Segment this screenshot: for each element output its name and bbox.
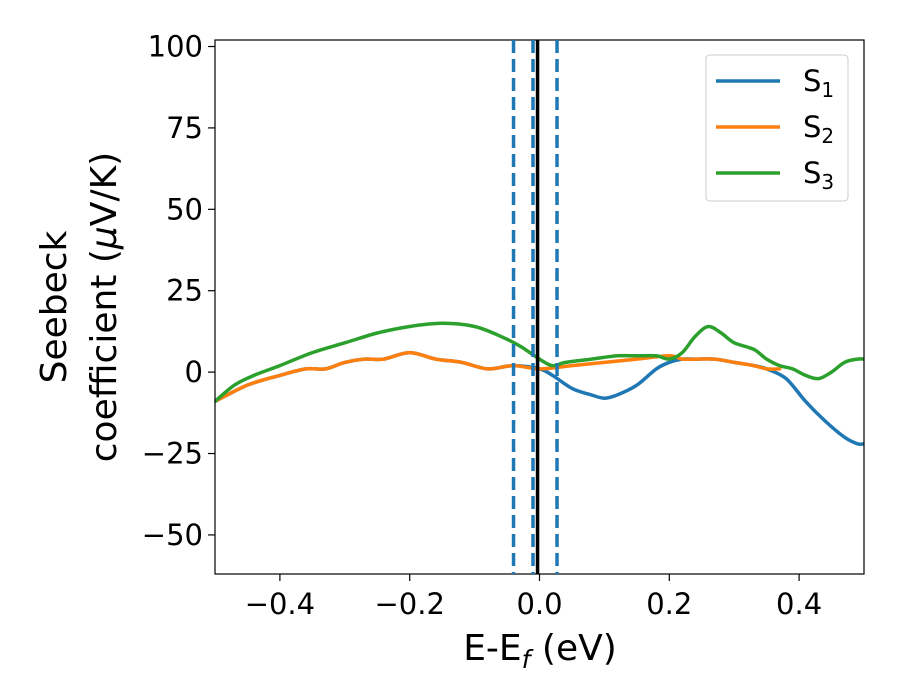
series-line-s3 <box>215 321 864 404</box>
vertical-reference-lines <box>511 40 559 574</box>
legend: S1 S2 S3 <box>705 54 849 202</box>
y-tick-label: 50 <box>166 192 203 226</box>
x-tick-label: 0.0 <box>516 587 562 621</box>
x-tick-label: 0.2 <box>646 587 692 621</box>
x-axis-ticks: −0.4 −0.2 0.0 0.2 0.4 <box>245 574 822 621</box>
y-tick-label: 0 <box>185 355 203 389</box>
y-axis-ticks: −50 −25 0 25 50 75 100 <box>142 30 215 552</box>
y-tick-label: 100 <box>148 30 203 64</box>
x-tick-label: −0.4 <box>245 587 315 621</box>
y-tick-label: 75 <box>166 111 203 145</box>
legend-label-s1: S1 <box>803 64 834 102</box>
y-axis-label: Seebeck coefficient (μV/K) <box>34 152 125 462</box>
y-axis-label-line2: coefficient (μV/K) <box>84 152 125 462</box>
y-tick-label: −25 <box>142 437 203 471</box>
x-axis-label: E-Ef (eV) <box>463 628 617 674</box>
x-tick-label: −0.2 <box>374 587 444 621</box>
x-tick-label: 0.4 <box>776 587 822 621</box>
y-tick-label: 25 <box>166 274 203 308</box>
y-tick-label: −50 <box>142 518 203 552</box>
legend-label-s3: S3 <box>803 156 834 194</box>
y-axis-label-line1: Seebeck <box>34 230 75 383</box>
legend-label-s2: S2 <box>803 110 834 148</box>
